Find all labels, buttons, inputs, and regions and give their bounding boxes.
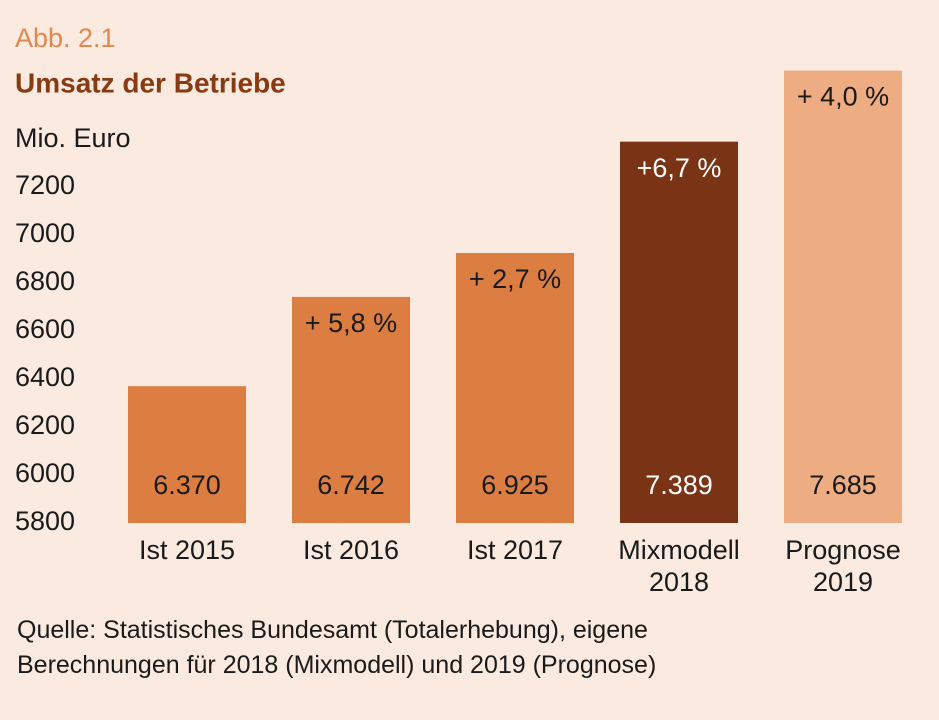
value-label: 6.925 <box>481 470 549 500</box>
x-tick-label: Ist 2015 <box>138 535 236 565</box>
x-tick-label: Ist 2016 <box>302 535 400 565</box>
value-label: 6.742 <box>317 470 385 500</box>
bar <box>784 70 902 523</box>
x-tick-label: Prognose 2019 <box>785 535 901 597</box>
figure-label: Abb. 2.1 <box>15 23 116 53</box>
value-label: 7.389 <box>645 470 713 500</box>
y-tick-label: 6000 <box>15 458 75 488</box>
bar <box>292 296 410 523</box>
value-label: 6.370 <box>153 470 221 500</box>
y-tick-label: 6800 <box>15 266 75 296</box>
y-tick-label: 7000 <box>15 218 75 248</box>
source-note: Berechnungen für 2018 (Mixmodell) und 20… <box>17 651 657 679</box>
y-tick-label: 7200 <box>15 170 75 200</box>
bar <box>128 386 246 523</box>
y-axis-label: Mio. Euro <box>15 123 131 153</box>
y-tick-label: 6200 <box>15 410 75 440</box>
x-tick-label: Ist 2017 <box>466 535 564 565</box>
chart-title: Umsatz der Betriebe <box>15 67 286 98</box>
growth-label: +6,7 % <box>637 153 722 183</box>
y-tick-label: 6400 <box>15 362 75 392</box>
y-tick-label: 6600 <box>15 314 75 344</box>
bar <box>620 141 738 523</box>
growth-label: + 5,8 % <box>305 308 397 338</box>
value-label: 7.685 <box>809 470 877 500</box>
bar <box>456 253 574 523</box>
source-note: Quelle: Statistisches Bundesamt (Totaler… <box>17 616 648 644</box>
growth-label: + 4,0 % <box>797 82 889 112</box>
y-tick-label: 5800 <box>15 506 75 536</box>
x-tick-label: Mixmodell 2018 <box>618 535 740 597</box>
growth-label: + 2,7 % <box>469 264 561 294</box>
